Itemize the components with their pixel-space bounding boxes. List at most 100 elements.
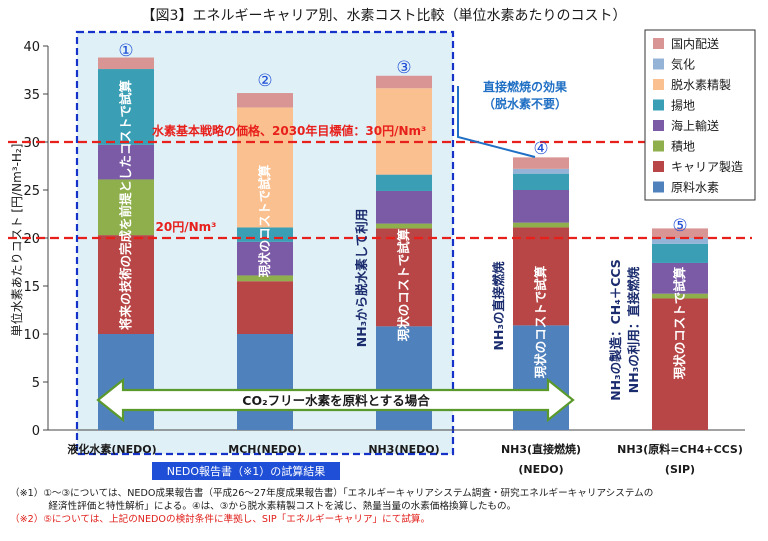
- legend-box: [644, 29, 756, 201]
- reference-line-label: 20円/Nm³: [156, 220, 217, 234]
- y-axis-label: 単位水素あたりコスト [円/Nm³-H₂]: [9, 144, 24, 337]
- bar-segment: [513, 168, 569, 174]
- arrow-label: CO₂フリー水素を原料とする場合: [242, 393, 430, 408]
- cost-comparison-chart: 【図3】エネルギーキャリア別、水素コスト比較（単位水素あたりのコスト） 0 5 10…: [8, 8, 756, 480]
- annotation-line1: 直接燃焼の効果: [483, 79, 567, 94]
- bar-segment: [513, 190, 569, 223]
- category-sublabel: (SIP): [665, 463, 695, 476]
- bar-segment: [652, 293, 708, 299]
- legend-swatch: [653, 79, 664, 90]
- footnote-3: （※2）⑤については、上記のNEDOの検討条件に準拠し、SIP「エネルギーキャリ…: [10, 514, 431, 525]
- category-sublabel: (NEDO): [518, 463, 563, 476]
- bar-annotation-text: NH₃の利用：直接燃焼: [626, 266, 641, 393]
- bar-number-label: ④: [533, 139, 548, 159]
- bar-segment: [652, 262, 708, 294]
- bar-annotation-text: NH₃から脱水素して利用: [354, 209, 369, 348]
- bar-stack: [98, 57, 154, 430]
- bar-segment: [98, 144, 154, 180]
- bar-segment: [98, 57, 154, 70]
- bar-segment: [513, 173, 569, 190]
- legend-label: 気化: [671, 57, 695, 72]
- footnote-1: （※1）①～③については、NEDO成果報告書（平成26～27年度成果報告書）「エ…: [10, 488, 654, 499]
- bar-segment: [513, 157, 569, 169]
- bar-number-label: ②: [257, 71, 272, 91]
- direct-combustion-annotation: 直接燃焼の効果 （脱水素不要）: [457, 79, 567, 158]
- bar-segment: [652, 298, 708, 430]
- legend-label: 海上輸送: [671, 118, 719, 133]
- y-tick-label: 25: [23, 184, 40, 199]
- legend-swatch: [653, 161, 664, 172]
- reference-line-label: 水素基本戦略の価格、2030年目標値：30円/Nm³: [152, 123, 426, 138]
- bar-annotation-text: 現状のコストで試算: [533, 265, 548, 378]
- bar-segment: [376, 223, 432, 229]
- bar-segment: [237, 334, 293, 430]
- legend-label: 揚地: [671, 99, 695, 113]
- bar-stack: [652, 228, 708, 430]
- bar-annotation-text: NH₃の直接燃焼: [491, 261, 506, 350]
- category-label: 液化水素(NEDO): [67, 442, 156, 456]
- reference-lines: 水素基本戦略の価格、2030年目標値：30円/Nm³ 20円/Nm³: [8, 123, 752, 240]
- bar-segment: [652, 243, 708, 263]
- y-tick-label: 10: [23, 328, 40, 343]
- y-tick-label: 15: [23, 280, 40, 295]
- nedo-report-text: NEDO報告書（※1）の試算結果: [167, 464, 326, 478]
- bar-segment: [98, 334, 154, 430]
- y-tick-label: 35: [23, 88, 40, 103]
- bar-segment: [513, 222, 569, 228]
- legend-swatch: [653, 58, 664, 70]
- category-labels: 液化水素(NEDO) MCH(NEDO) NH3(NEDO) NH3(直接燃焼) (NE…: [67, 442, 743, 476]
- y-tick-label: 0: [32, 424, 40, 439]
- legend-label: 積地: [671, 139, 695, 154]
- legend-label: 国内配送: [671, 36, 719, 51]
- category-label: NH3(直接燃焼): [501, 442, 581, 456]
- bar-annotation-text: 現状のコストで試算: [672, 266, 687, 379]
- legend-swatch: [653, 120, 664, 131]
- footnote-2: 経済性評価と特性解析」による。④は、③から脱水素精製コストを減じ、熱量当量の水素…: [10, 501, 517, 512]
- bar-segment: [652, 238, 708, 244]
- legend-label: 脱水素精製: [671, 77, 731, 92]
- bar-segment: [237, 93, 293, 108]
- bar-segment: [376, 228, 432, 327]
- bar-segment: [237, 107, 293, 228]
- legend-label: キャリア製造: [671, 160, 743, 174]
- y-tick-label: 30: [23, 136, 40, 151]
- bar-annotation-text: 現状のコストで試算: [396, 228, 411, 341]
- legend-swatch: [653, 140, 664, 152]
- legend-swatch: [653, 181, 664, 193]
- y-tick-label: 20: [23, 232, 40, 247]
- category-label: NH3(NEDO): [368, 443, 439, 456]
- bar-segment: [237, 275, 293, 282]
- bar-segment: [98, 179, 154, 236]
- category-label: MCH(NEDO): [228, 443, 301, 456]
- nedo-report-box: [152, 462, 340, 480]
- bar-annotation-text: 将来の技術の完成を前提としたコストで試算: [118, 80, 133, 331]
- bar-segment: [376, 88, 432, 175]
- bar-segment: [376, 326, 432, 430]
- category-label: NH3(原料=CH4+CCS): [617, 442, 743, 456]
- y-tick-label: 40: [23, 40, 40, 55]
- bars: [98, 57, 708, 430]
- bar-segment: [376, 75, 432, 89]
- bar-segment: [376, 174, 432, 191]
- chart-title: 【図3】エネルギーキャリア別、水素コスト比較（単位水素あたりのコスト）: [142, 8, 627, 24]
- bar-stack: [376, 75, 432, 430]
- annotation-bracket: [457, 86, 536, 158]
- bar-segment: [98, 235, 154, 334]
- y-tick-label: 5: [32, 376, 40, 391]
- legend-swatch: [653, 99, 664, 111]
- bar-segment: [513, 325, 569, 430]
- nedo-report-label: NEDO報告書（※1）の試算結果: [152, 462, 340, 480]
- bar-number-label: ①: [118, 41, 133, 61]
- bar-annotation-text: NH₃の製造：CH₄＋CCS: [608, 259, 623, 401]
- bar-annotation-text: 現状のコストで試算: [257, 164, 272, 277]
- double-arrow-shape: [96, 377, 575, 423]
- bar-texts: 将来の技術の完成を前提としたコストで試算 現状のコストで試算 NH₃から脱水素して利…: [118, 80, 687, 401]
- bar-number-label: ⑤: [672, 216, 687, 236]
- legend-label: 原料水素: [671, 181, 719, 195]
- bar-number-label: ③: [396, 58, 411, 78]
- bar-stack: [513, 157, 569, 430]
- bar-segment: [237, 281, 293, 334]
- legend-swatch: [653, 38, 664, 49]
- bar-numbers: ① ② ③ ④ ⑤: [118, 41, 687, 236]
